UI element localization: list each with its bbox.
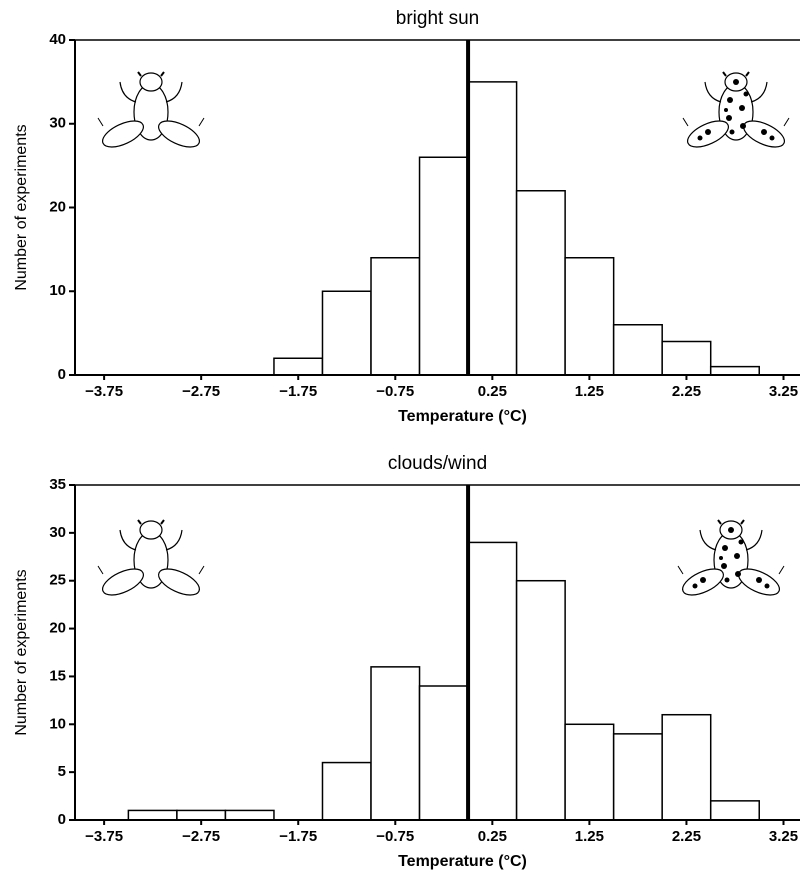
y-tick-label: 5	[58, 763, 66, 780]
frog-illustration	[97, 519, 205, 602]
bar	[467, 81, 518, 376]
x-tick-label: 1.25	[575, 828, 604, 845]
bar	[418, 685, 469, 821]
bar	[661, 340, 712, 376]
x-tick-label: −1.75	[279, 828, 317, 845]
y-tick-label: 0	[58, 366, 66, 383]
x-axis-label: Temperature (°C)	[398, 408, 527, 425]
x-tick-label: 2.25	[672, 828, 701, 845]
x-tick-label: −3.75	[85, 383, 123, 400]
bar	[515, 190, 566, 376]
bar	[224, 809, 275, 821]
y-tick-label: 35	[49, 476, 66, 493]
bar	[127, 809, 178, 821]
chart-title: bright sun	[396, 8, 479, 29]
bar	[661, 713, 712, 821]
bar	[370, 666, 421, 821]
bar	[467, 541, 518, 821]
x-tick-label: −3.75	[85, 828, 123, 845]
y-tick-label: 25	[49, 572, 66, 589]
y-axis-label: Number of experiments	[13, 569, 30, 735]
bar	[564, 723, 615, 821]
bar	[709, 800, 760, 821]
y-tick-label: 30	[49, 115, 66, 132]
x-tick-label: −2.75	[182, 383, 220, 400]
frog-illustration	[678, 520, 784, 600]
y-tick-label: 20	[49, 198, 66, 215]
y-tick-label: 15	[49, 667, 66, 684]
x-tick-label: 0.25	[478, 828, 507, 845]
x-tick-label: 1.25	[575, 383, 604, 400]
frog-illustration	[683, 72, 789, 152]
bar	[709, 365, 760, 376]
chart-title: clouds/wind	[388, 453, 487, 474]
y-tick-label: 30	[49, 524, 66, 541]
bar	[321, 761, 372, 821]
y-tick-label: 0	[58, 811, 66, 828]
bar	[273, 357, 324, 376]
x-tick-label: −0.75	[376, 828, 414, 845]
bar	[564, 257, 615, 376]
x-tick-label: 2.25	[672, 383, 701, 400]
y-tick-label: 20	[49, 620, 66, 637]
x-axis-label: Temperature (°C)	[398, 853, 527, 870]
bar	[370, 257, 421, 376]
bar	[176, 809, 227, 821]
y-tick-label: 40	[49, 31, 66, 48]
bar	[515, 579, 566, 821]
bar	[612, 733, 663, 821]
x-tick-label: 3.25	[769, 383, 798, 400]
x-tick-label: −2.75	[182, 828, 220, 845]
bar	[321, 290, 372, 376]
y-tick-label: 10	[49, 715, 66, 732]
x-tick-label: 3.25	[769, 828, 798, 845]
frog-illustration	[97, 71, 205, 154]
x-tick-label: −0.75	[376, 383, 414, 400]
y-tick-label: 10	[49, 282, 66, 299]
bar	[418, 156, 469, 376]
y-axis-label: Number of experiments	[13, 124, 30, 290]
bar	[612, 324, 663, 376]
x-tick-label: −1.75	[279, 383, 317, 400]
x-tick-label: 0.25	[478, 383, 507, 400]
